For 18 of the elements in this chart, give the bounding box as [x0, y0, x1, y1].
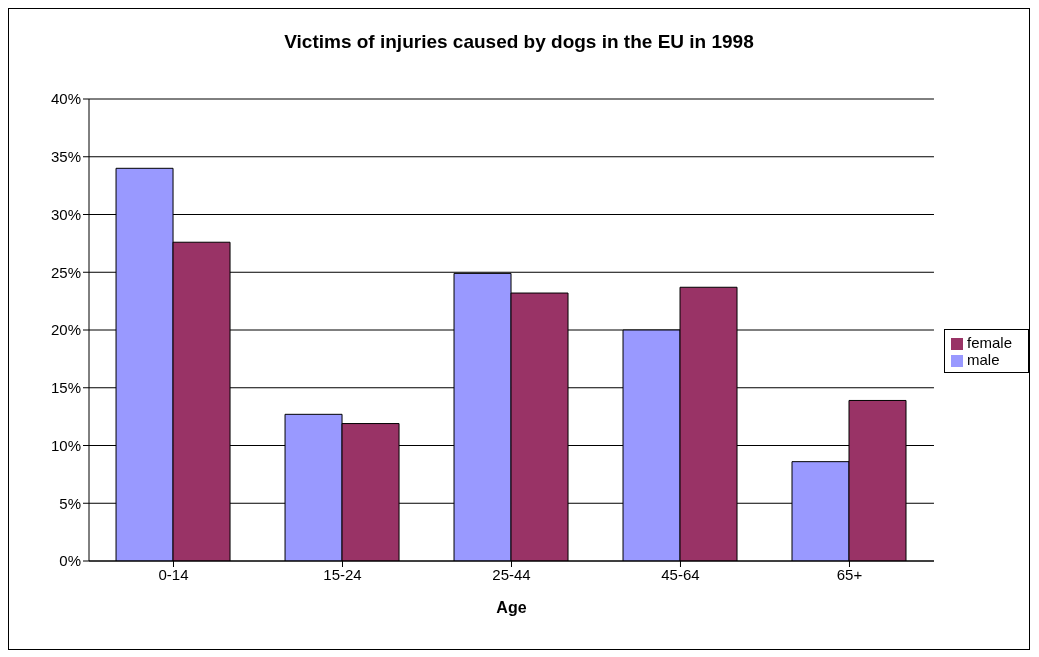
x-tick-label: 65+	[836, 565, 863, 583]
y-tick-label: 20%	[50, 321, 81, 339]
y-tick-label: 35%	[50, 148, 81, 166]
y-tick-label: 30%	[50, 205, 81, 223]
x-tick-label: 15-24	[323, 565, 362, 583]
chart-title: Victims of injuries caused by dogs in the EU in 1998	[283, 30, 755, 54]
x-tick-label: 25-44	[492, 565, 531, 583]
y-tick-label: 25%	[50, 263, 81, 281]
y-tick-label: 5%	[59, 494, 81, 512]
y-tick-label: 0%	[59, 552, 81, 570]
legend-label: female	[966, 334, 1012, 351]
x-tick-label: 45-64	[661, 565, 700, 583]
legend-label: male	[966, 351, 1000, 368]
y-tick-label: 15%	[50, 379, 81, 397]
x-axis-title: Age	[496, 599, 527, 616]
y-tick-label: 40%	[50, 90, 81, 108]
x-tick-label: 0-14	[158, 565, 189, 583]
y-tick-label: 10%	[50, 436, 81, 454]
